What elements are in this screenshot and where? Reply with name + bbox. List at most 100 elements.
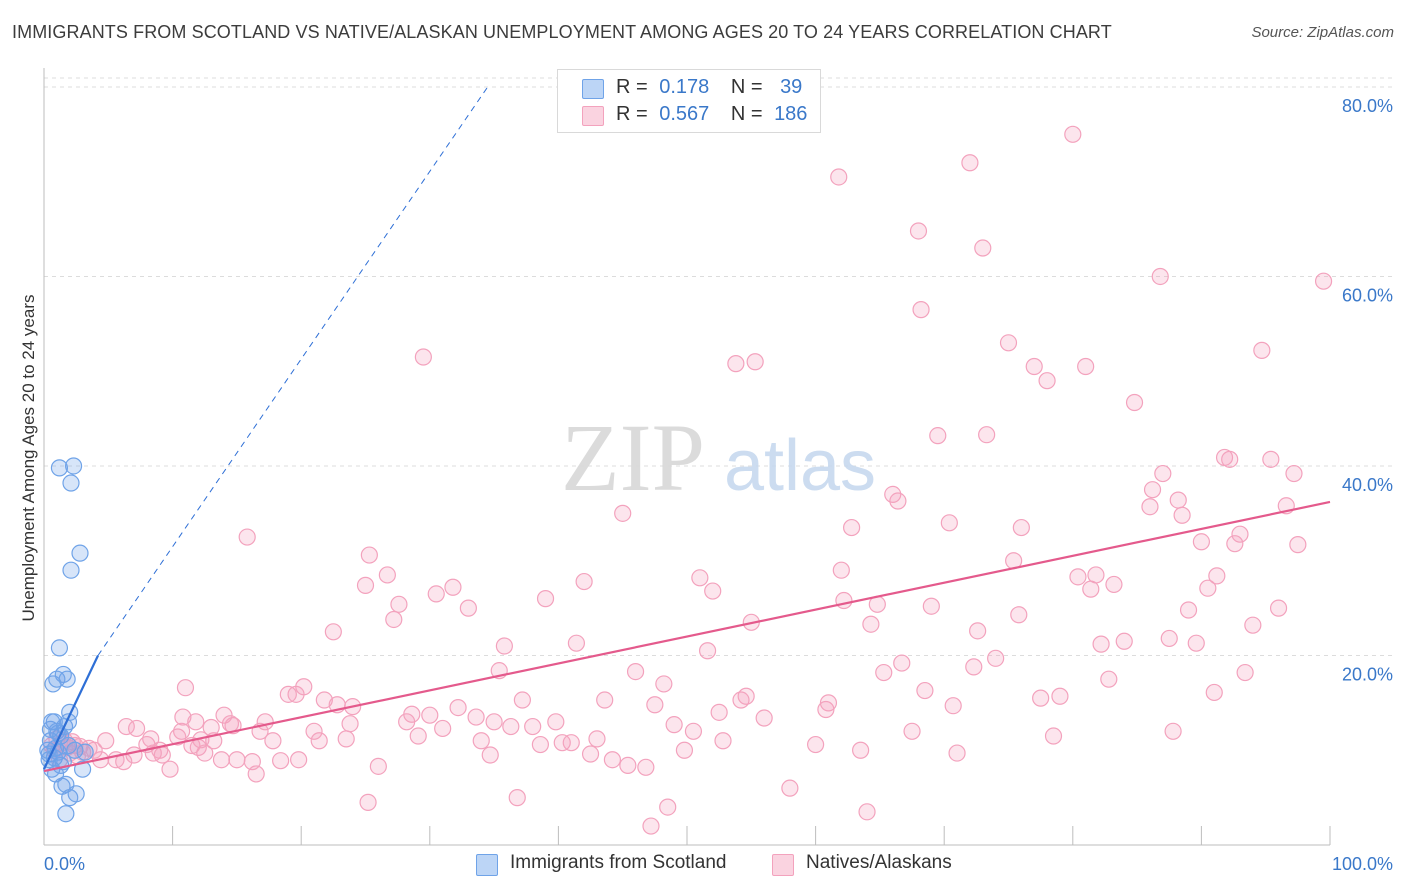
data-point: [1169, 491, 1187, 509]
data-point: [290, 751, 308, 769]
data-point: [553, 734, 571, 752]
data-point: [691, 569, 709, 587]
data-point: [315, 691, 333, 709]
data-point: [929, 427, 947, 445]
source-credit: Source: ZipAtlas.com: [1251, 24, 1394, 41]
data-point: [819, 694, 838, 712]
data-point: [1051, 687, 1069, 705]
data-point: [1069, 568, 1087, 586]
data-point: [481, 746, 499, 764]
data-point: [1231, 525, 1249, 543]
data-point: [714, 732, 732, 750]
data-point: [1205, 683, 1223, 702]
data-point: [999, 334, 1018, 352]
r-value-scotland: 0.178: [659, 76, 710, 98]
data-point: [1221, 450, 1239, 468]
grid-lines: [44, 77, 1392, 656]
data-point: [1125, 393, 1144, 412]
data-point: [161, 760, 179, 778]
data-point: [965, 658, 983, 676]
data-point: [1105, 575, 1123, 594]
data-point: [427, 585, 445, 603]
y-tick-label: 40.0%: [1342, 475, 1393, 495]
n-label: N =: [730, 76, 763, 98]
data-point: [948, 744, 966, 762]
data-point: [378, 566, 396, 584]
trend-line-scotland: [43, 655, 100, 770]
data-point: [50, 639, 69, 657]
data-point: [50, 459, 69, 477]
data-point: [1154, 464, 1172, 483]
data-point: [746, 353, 764, 371]
data-point: [228, 751, 246, 769]
data-point: [912, 301, 930, 319]
data-point: [127, 719, 146, 738]
data-point: [187, 713, 205, 731]
data-point: [961, 154, 979, 172]
data-point: [295, 678, 313, 696]
data-point: [1164, 722, 1182, 740]
data-point: [581, 745, 600, 763]
watermark: ZIP atlas: [561, 404, 876, 511]
data-point: [536, 590, 555, 608]
data-point: [655, 675, 673, 693]
data-point: [1187, 634, 1205, 652]
series-legend: Immigrants from Scotland Natives/Alaskan…: [0, 852, 1406, 878]
data-point: [1082, 580, 1100, 598]
data-point: [1285, 464, 1303, 483]
data-point: [256, 713, 274, 731]
data-point: [698, 642, 717, 660]
data-point: [889, 492, 907, 510]
data-point: [588, 730, 606, 748]
data-point: [830, 168, 848, 186]
data-point: [1010, 606, 1028, 624]
natives-legend-swatch: [772, 854, 794, 876]
data-point: [1012, 518, 1030, 537]
data-point: [390, 595, 408, 613]
data-point: [61, 703, 79, 721]
data-point: [835, 591, 853, 610]
data-point: [341, 715, 359, 733]
data-point: [916, 681, 934, 700]
data-point: [414, 348, 432, 366]
data-point: [472, 732, 490, 750]
data-point: [272, 752, 290, 770]
data-point: [409, 727, 427, 745]
data-point: [832, 561, 850, 579]
data-point: [459, 599, 477, 617]
data-point: [64, 457, 83, 475]
data-point: [974, 239, 992, 257]
data-point: [360, 546, 378, 564]
data-point: [264, 732, 282, 750]
data-point: [337, 730, 355, 748]
r-label: R =: [616, 103, 648, 125]
data-point: [562, 734, 580, 752]
legend-label-natives: Natives/Alaskans: [806, 852, 952, 873]
data-point: [1269, 599, 1288, 617]
data-point: [619, 756, 637, 775]
data-point: [1064, 125, 1082, 143]
data-point: [1192, 533, 1211, 551]
data-point: [421, 706, 439, 724]
tick-labels: 20.0% 40.0% 60.0% 80.0% 0.0% 100.0%: [44, 96, 1393, 874]
data-point: [310, 732, 328, 750]
data-point: [642, 817, 660, 835]
y-tick-label: 80.0%: [1342, 96, 1393, 116]
data-point: [403, 705, 421, 723]
data-point: [940, 514, 958, 532]
data-point: [153, 746, 171, 764]
data-point: [1179, 601, 1198, 619]
data-point: [76, 743, 94, 761]
data-point: [238, 528, 256, 546]
natives-swatch: [582, 106, 604, 126]
data-point: [637, 758, 655, 776]
data-point: [987, 649, 1005, 667]
data-point: [73, 760, 92, 778]
data-point: [1044, 727, 1063, 745]
data-point: [434, 719, 452, 738]
axes: [43, 68, 1331, 846]
data-point: [173, 722, 191, 740]
data-point: [62, 561, 80, 579]
data-point: [567, 634, 586, 652]
